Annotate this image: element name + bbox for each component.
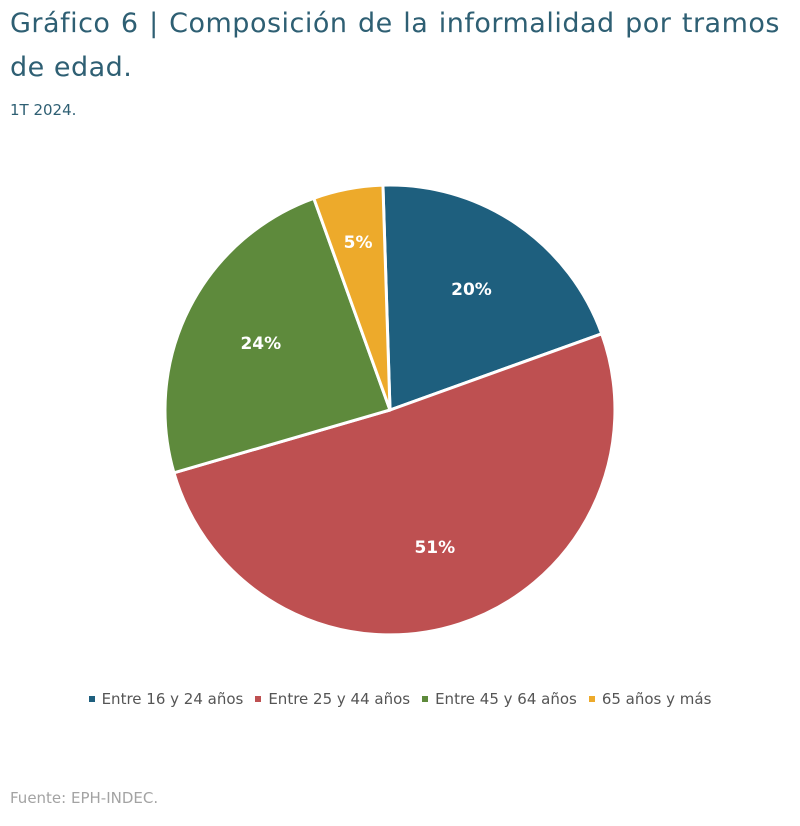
legend-item: Entre 45 y 64 años: [422, 690, 577, 708]
slice-data-label: 5%: [344, 233, 373, 253]
slice-data-label: 51%: [414, 538, 455, 558]
legend-item: 65 años y más: [588, 690, 712, 708]
pie-slice: [381, 183, 604, 412]
legend-marker: [88, 696, 95, 702]
source-note: Fuente: EPH-INDEC.: [10, 789, 159, 807]
legend-label: 65 años y más: [601, 690, 712, 708]
slice-data-label: 24%: [240, 334, 281, 354]
legend-item: Entre 16 y 24 años: [88, 690, 244, 708]
legend-marker: [588, 696, 595, 702]
pie-slice: [312, 183, 392, 412]
legend-label: Entre 16 y 24 años: [101, 690, 244, 708]
chart-subtitle: 1T 2024.: [10, 101, 77, 119]
chart-legend: Entre 16 y 24 años Entre 25 y 44 años Entr…: [0, 690, 800, 708]
pie-chart: 20% 51% 24% 5%: [163, 183, 617, 637]
legend-label: Entre 25 y 44 años: [268, 690, 411, 708]
pie-data-labels: 20% 51% 24% 5%: [240, 233, 491, 558]
legend-marker: [422, 696, 429, 702]
chart-title: Gráfico 6 | Composición de la informalid…: [10, 8, 780, 83]
legend-item: Entre 25 y 44 años: [255, 690, 410, 708]
pie-slice: [163, 196, 392, 475]
legend-marker: [255, 696, 262, 702]
legend-label: Entre 45 y 64 años: [435, 690, 577, 708]
pie-slices: [163, 183, 617, 637]
pie-slice: [172, 332, 617, 637]
slice-data-label: 20%: [451, 280, 492, 300]
